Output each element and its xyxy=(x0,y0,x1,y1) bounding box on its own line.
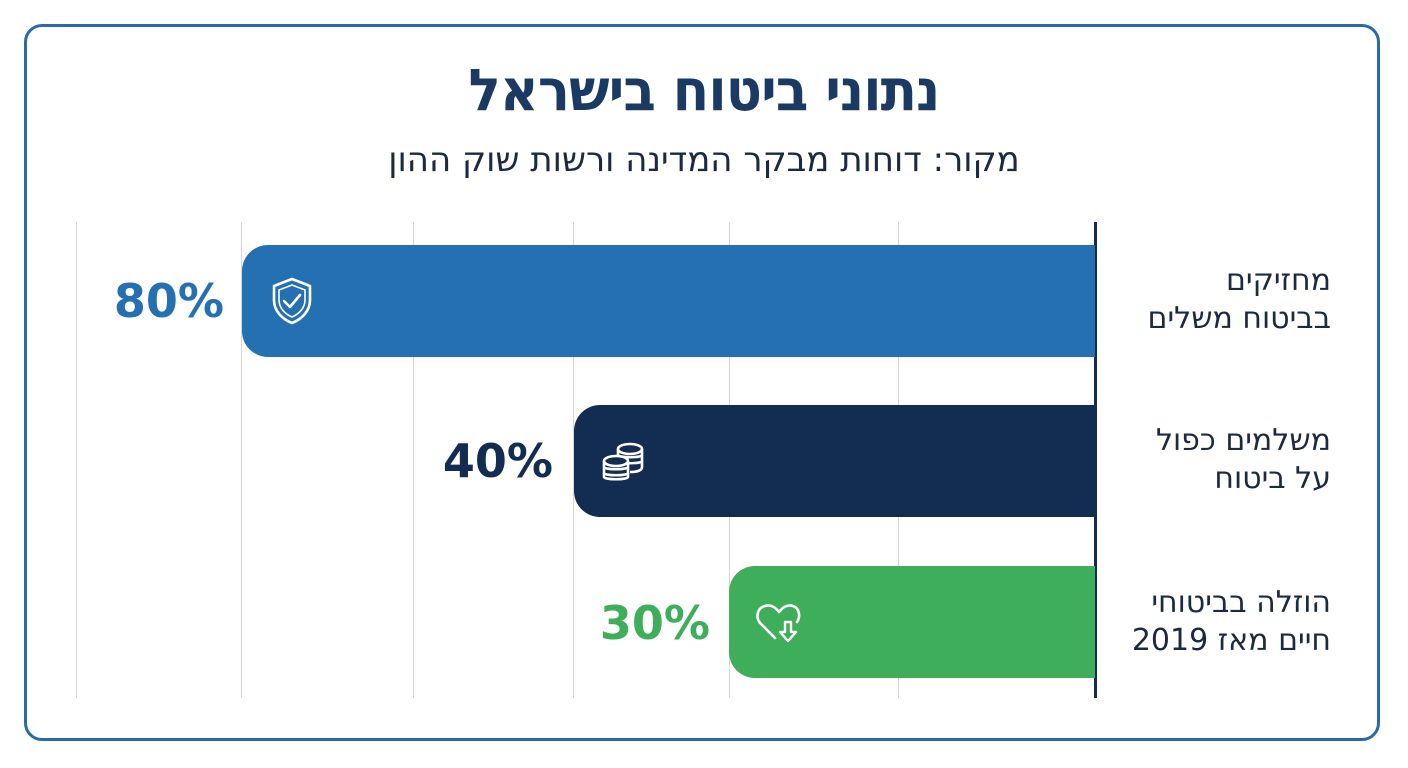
chart-title: נתוני ביטוח בישראל xyxy=(468,56,941,124)
bar-double-payment xyxy=(574,405,1095,517)
label-line: חיים מאז 2019 xyxy=(1131,623,1331,658)
bar-category-label: הוזלה בביטוחי חיים מאז 2019 xyxy=(1105,584,1331,660)
chart-axis-baseline xyxy=(1094,222,1097,698)
chart-card xyxy=(24,24,1380,741)
bar-value-label: 30% xyxy=(599,596,710,650)
bar-complementary-insurance xyxy=(242,245,1095,357)
chart-subtitle-source: מקור: דוחות מבקר המדינה ורשות שוק ההון xyxy=(388,140,1020,180)
label-line: מחזיקים xyxy=(1226,263,1331,298)
label-line: על ביטוח xyxy=(1214,461,1331,496)
bar-value-label: 40% xyxy=(442,434,553,488)
label-line: הוזלה בביטוחי xyxy=(1151,585,1331,620)
bar-category-label: משלמים כפול על ביטוח xyxy=(1105,422,1331,498)
grid-line xyxy=(573,222,574,698)
label-line: בביטוח משלים xyxy=(1147,301,1331,336)
grid-line xyxy=(76,222,77,698)
label-line: משלמים כפול xyxy=(1155,423,1331,458)
heart-down-arrow-icon xyxy=(756,604,801,643)
bar-value-label: 80% xyxy=(113,274,224,328)
grid-line xyxy=(241,222,242,698)
coins-icon xyxy=(602,442,644,481)
shield-check-icon xyxy=(272,277,312,325)
bar-category-label: מחזיקים בביטוח משלים xyxy=(1105,262,1331,338)
grid-line xyxy=(413,222,414,698)
bar-life-insurance-reduction xyxy=(729,566,1095,678)
